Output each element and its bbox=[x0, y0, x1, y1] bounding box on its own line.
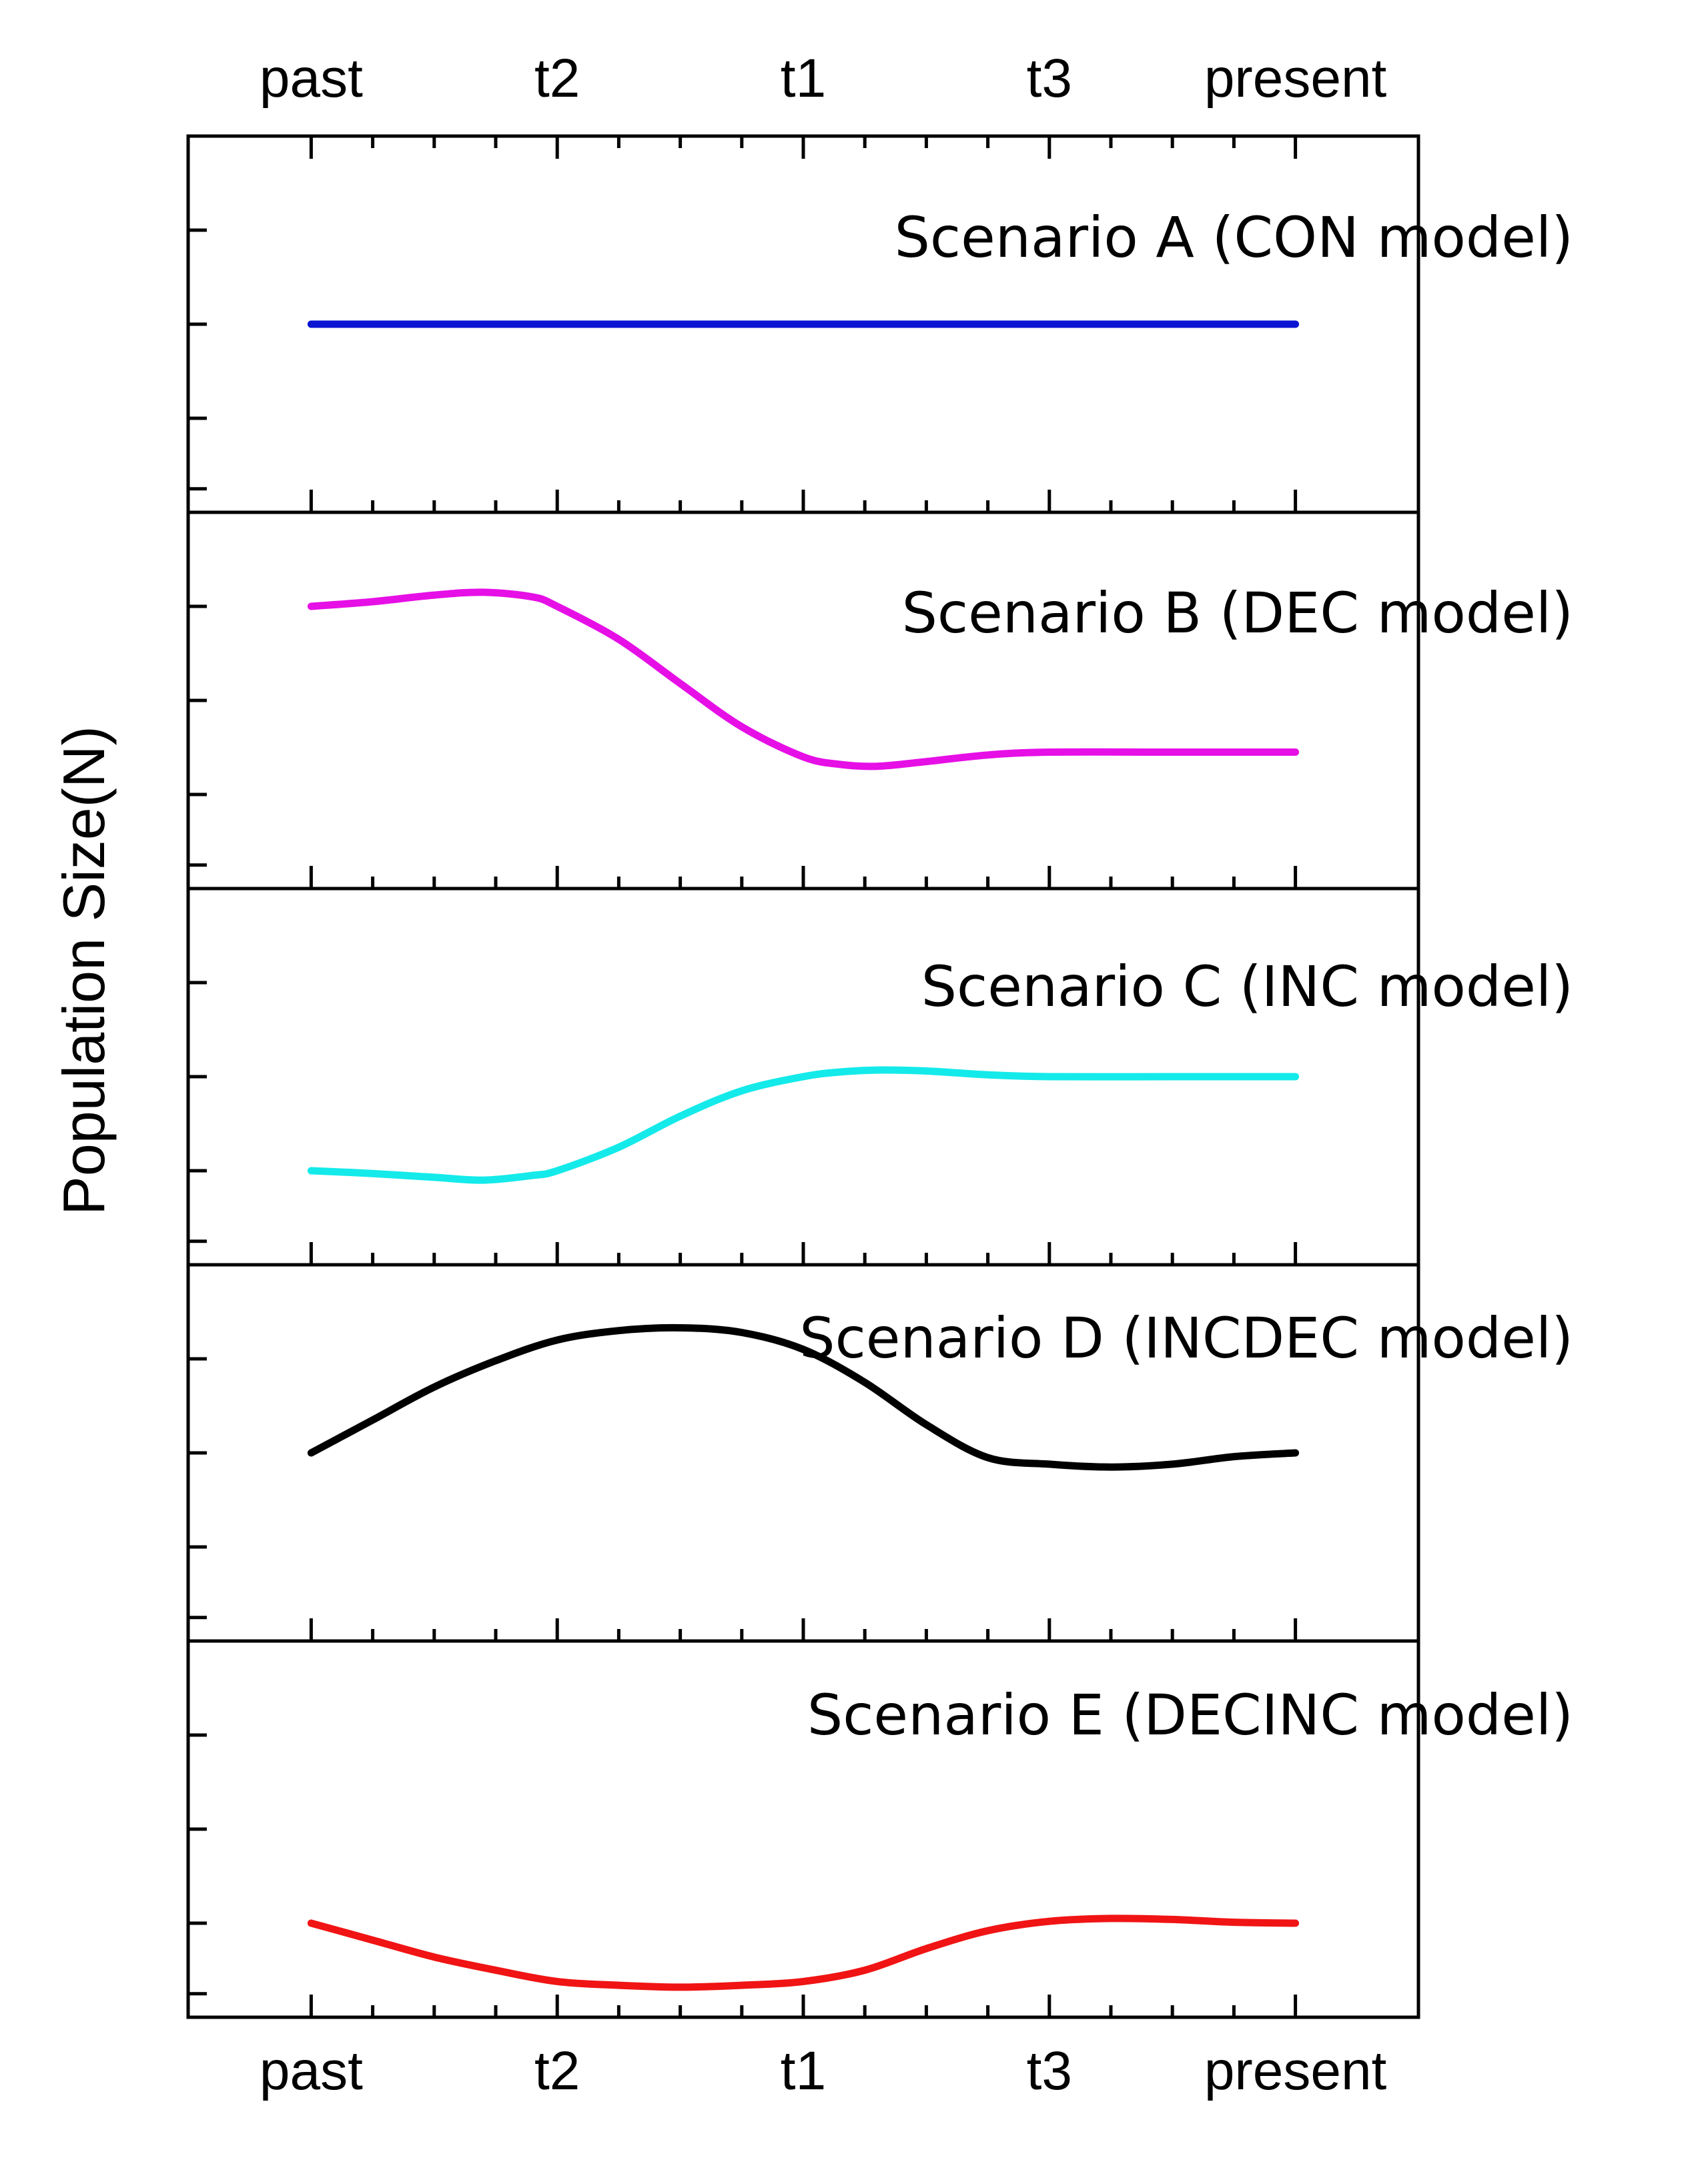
series-line bbox=[307, 1915, 1300, 1991]
panel-d: Scenario D (INCDEC model) bbox=[186, 1263, 1573, 1643]
bottom-tick-labels: past t2 t1 t3 present bbox=[260, 2041, 1387, 2101]
x-tick-label-bottom: t2 bbox=[534, 2041, 580, 2101]
panel-label: Scenario D (INCDEC model) bbox=[799, 1305, 1573, 1371]
x-tick-label-bottom: t1 bbox=[781, 2041, 826, 2101]
x-tick-label-top: present bbox=[1204, 48, 1387, 109]
series-line bbox=[307, 1066, 1300, 1184]
panel-b: Scenario B (DEC model) bbox=[186, 510, 1573, 891]
panel-frame bbox=[186, 510, 1420, 891]
x-tick-label-top: past bbox=[260, 48, 363, 109]
panels: Scenario A (CON model) Scenario B (DEC mo… bbox=[186, 134, 1573, 2019]
series-line bbox=[307, 588, 1300, 770]
panel-label: Scenario C (INC model) bbox=[921, 954, 1573, 1019]
x-tick-label-bottom: present bbox=[1204, 2041, 1387, 2101]
x-tick-label-bottom: t3 bbox=[1027, 2041, 1072, 2101]
x-tick-label-top: t2 bbox=[534, 48, 580, 109]
top-tick-labels: past t2 t1 t3 present bbox=[260, 48, 1387, 109]
panel-a: Scenario A (CON model) bbox=[186, 134, 1573, 514]
x-tick-label-top: t3 bbox=[1027, 48, 1072, 109]
panel-label: Scenario B (DEC model) bbox=[902, 580, 1573, 646]
panel-e: Scenario E (DECINC model) bbox=[186, 1639, 1573, 2019]
x-tick-label-bottom: past bbox=[260, 2041, 363, 2101]
x-tick-label-top: t1 bbox=[781, 48, 826, 109]
y-axis-label: Population Size(N) bbox=[51, 726, 117, 1215]
panel-label: Scenario E (DECINC model) bbox=[807, 1682, 1573, 1748]
panel-label: Scenario A (CON model) bbox=[895, 205, 1573, 270]
panel-c: Scenario C (INC model) bbox=[186, 887, 1573, 1267]
series-line bbox=[307, 1323, 1300, 1471]
